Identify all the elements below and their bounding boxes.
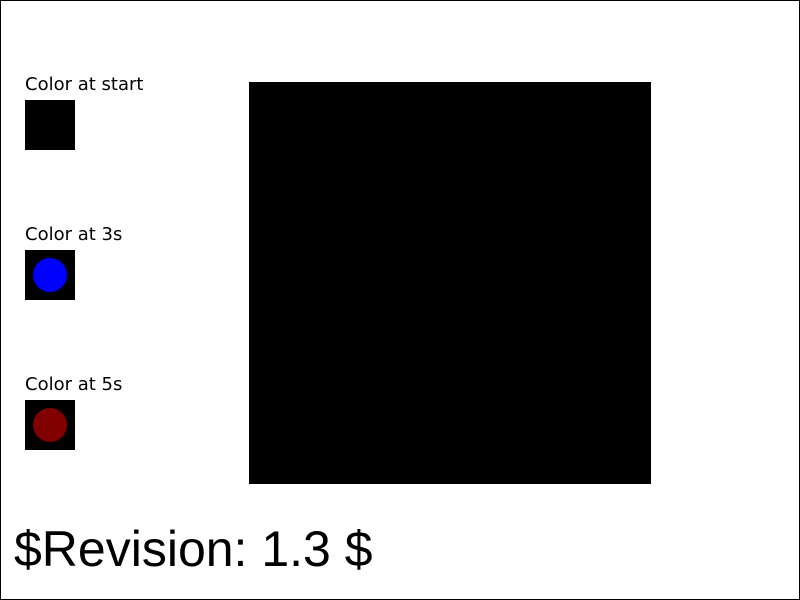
sample-label-3s: Color at 3s — [25, 224, 123, 245]
sample-swatch-5s — [25, 400, 75, 450]
sample-label-5s: Color at 5s — [25, 374, 123, 395]
sample-label-start: Color at start — [25, 74, 144, 95]
sample-swatch-3s — [25, 250, 75, 300]
animation-canvas — [249, 82, 651, 484]
sample-swatch-start — [25, 100, 75, 150]
revision-text: $Revision: 1.3 $ — [14, 521, 373, 577]
color-sample-dot-5s — [33, 408, 67, 442]
color-sample-dot-3s — [33, 258, 67, 292]
